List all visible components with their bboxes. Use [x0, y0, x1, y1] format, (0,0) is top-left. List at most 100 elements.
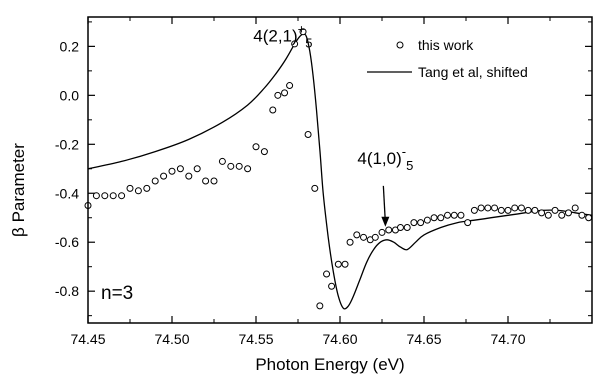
- data-point: [316, 302, 324, 310]
- data-point: [299, 28, 307, 36]
- panel-label: n=3: [101, 283, 133, 304]
- data-point: [430, 214, 438, 222]
- annotation-label-1: 4(2,1)+5: [253, 21, 312, 50]
- data-point: [210, 177, 218, 185]
- data-point: [423, 216, 431, 224]
- data-point: [444, 211, 452, 219]
- data-point: [378, 228, 386, 236]
- x-axis-label: Photon Energy (eV): [255, 355, 404, 374]
- data-point: [571, 204, 579, 212]
- data-point: [551, 206, 559, 214]
- x-tick-label: 74.60: [322, 331, 357, 347]
- x-tick-label: 74.50: [154, 331, 189, 347]
- legend-marker-this-work: [396, 41, 404, 49]
- data-point: [504, 206, 512, 214]
- y-tick-label: -0.6: [55, 234, 79, 250]
- data-point: [323, 270, 331, 278]
- data-point: [92, 192, 100, 200]
- x-tick-labels: 74.45 74.50 74.55 74.60 74.65 74.70: [70, 331, 525, 347]
- data-point: [168, 167, 176, 175]
- data-point: [564, 209, 572, 217]
- legend-label-tang: Tang et al, shifted: [418, 64, 528, 80]
- data-point: [328, 282, 336, 290]
- y-tick-label: -0.8: [55, 283, 79, 299]
- data-point: [437, 214, 445, 222]
- x-tick-label: 74.55: [238, 331, 273, 347]
- data-point: [227, 162, 235, 170]
- data-point: [291, 40, 299, 48]
- data-point: [511, 204, 519, 212]
- data-point: [193, 165, 201, 173]
- annotation-arrow-shaft: [382, 185, 387, 223]
- y-tick-label: 0.0: [60, 87, 80, 103]
- data-point: [578, 211, 586, 219]
- data-point: [450, 211, 458, 219]
- data-point: [544, 211, 552, 219]
- data-point: [160, 172, 168, 180]
- x-tick-label: 74.45: [70, 331, 105, 347]
- data-point: [151, 177, 159, 185]
- data-point: [346, 238, 354, 246]
- data-point: [464, 219, 472, 227]
- line-series-layer: [87, 33, 593, 310]
- data-point: [477, 204, 485, 212]
- data-point: [101, 192, 109, 200]
- data-point: [218, 157, 226, 165]
- data-point: [202, 177, 210, 185]
- data-point: [484, 204, 492, 212]
- y-axis-label: β Parameter: [9, 143, 28, 237]
- data-point: [134, 187, 142, 195]
- annotation-label-2: 4(1,0)-5: [357, 144, 413, 173]
- y-tick-label: -0.2: [55, 136, 79, 152]
- data-point: [244, 165, 252, 173]
- data-point: [281, 89, 289, 97]
- annotation-arrow-head: [381, 216, 390, 227]
- tang-et-al-line: [87, 33, 593, 310]
- data-point: [497, 206, 505, 214]
- data-point: [341, 260, 349, 268]
- y-tick-labels: 0.2 0.0 -0.2 -0.4 -0.6 -0.8: [55, 38, 79, 299]
- data-point: [403, 224, 411, 232]
- data-point: [252, 143, 260, 151]
- data-point: [538, 209, 546, 217]
- data-point: [334, 260, 342, 268]
- data-point: [126, 184, 134, 192]
- data-point: [457, 211, 465, 219]
- data-point: [185, 172, 193, 180]
- legend-label-this-work: this work: [418, 37, 474, 53]
- data-point: [304, 131, 312, 139]
- data-point: [118, 192, 126, 200]
- data-point: [470, 206, 478, 214]
- annotations: 4(2,1)+5 4(1,0)-5: [253, 21, 413, 227]
- data-point: [143, 184, 151, 192]
- data-point: [176, 165, 184, 173]
- data-point: [531, 206, 539, 214]
- data-point: [260, 148, 268, 156]
- data-point: [286, 82, 294, 90]
- data-point: [235, 162, 243, 170]
- data-point: [524, 206, 532, 214]
- data-point: [417, 219, 425, 227]
- legend: this work Tang et al, shifted: [367, 37, 528, 80]
- data-point: [410, 219, 418, 227]
- data-point: [517, 204, 525, 212]
- data-point: [311, 184, 319, 192]
- data-point: [360, 233, 368, 241]
- x-tick-label: 74.70: [490, 331, 525, 347]
- data-point: [371, 233, 379, 241]
- x-tick-label: 74.65: [406, 331, 441, 347]
- data-point: [396, 224, 404, 232]
- data-point: [558, 211, 566, 219]
- data-point: [109, 192, 117, 200]
- axis-ticks: [87, 17, 592, 323]
- scatter-series-layer: [84, 28, 593, 310]
- data-point: [274, 91, 282, 99]
- plot-frame: [87, 16, 593, 324]
- data-point: [491, 204, 499, 212]
- y-tick-label: 0.2: [60, 38, 80, 54]
- y-tick-label: -0.4: [55, 185, 79, 201]
- data-point: [353, 231, 361, 239]
- data-point: [585, 214, 593, 222]
- data-point: [269, 106, 277, 114]
